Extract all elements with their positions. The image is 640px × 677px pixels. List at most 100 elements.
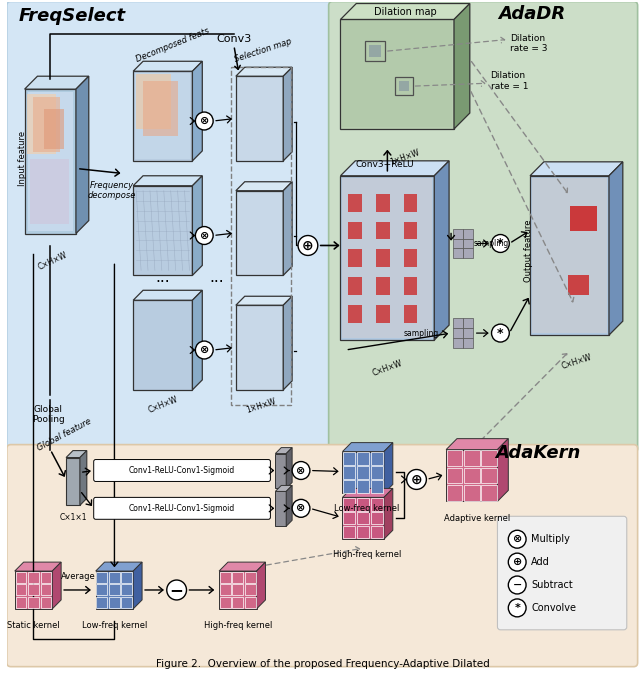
Polygon shape	[284, 67, 292, 161]
Bar	[343, 498, 355, 510]
Bar	[447, 468, 463, 483]
Bar	[220, 597, 231, 608]
Circle shape	[167, 580, 186, 600]
Polygon shape	[342, 498, 384, 539]
Bar	[342, 22, 452, 127]
Text: Output feature: Output feature	[524, 219, 532, 282]
Text: ⊗: ⊗	[513, 534, 522, 544]
Text: Low-freq kernel: Low-freq kernel	[335, 504, 400, 513]
Text: Convolve: Convolve	[531, 603, 576, 613]
Polygon shape	[66, 451, 87, 458]
Text: Selection map: Selection map	[234, 37, 293, 64]
Bar	[357, 526, 369, 538]
Polygon shape	[76, 77, 89, 234]
Text: −: −	[513, 580, 522, 590]
Bar	[404, 194, 417, 212]
Polygon shape	[133, 562, 142, 609]
Text: *: *	[515, 603, 520, 613]
Bar	[136, 74, 171, 129]
FancyBboxPatch shape	[7, 1, 385, 453]
Bar	[343, 466, 355, 479]
Circle shape	[195, 227, 213, 244]
Text: Global feature: Global feature	[36, 416, 93, 453]
Circle shape	[195, 112, 213, 130]
Polygon shape	[286, 485, 292, 526]
Bar	[343, 512, 355, 525]
Text: Average: Average	[61, 572, 95, 581]
Text: C×H×W: C×H×W	[36, 250, 68, 271]
Bar	[357, 498, 369, 510]
Text: *: *	[497, 326, 504, 340]
Bar	[109, 597, 120, 608]
Bar	[342, 178, 432, 338]
Circle shape	[406, 470, 426, 489]
Circle shape	[492, 324, 509, 342]
Text: Low-freq kernel: Low-freq kernel	[82, 621, 147, 630]
Polygon shape	[284, 297, 292, 390]
Bar	[481, 450, 497, 466]
Bar	[122, 572, 132, 583]
Polygon shape	[275, 485, 292, 492]
Bar	[245, 597, 256, 608]
Text: FreqSelect: FreqSelect	[19, 7, 126, 26]
Bar	[453, 238, 463, 248]
Circle shape	[492, 234, 509, 253]
Text: C×H×W: C×H×W	[560, 353, 593, 371]
Bar	[371, 452, 383, 464]
Text: C×H×W: C×H×W	[371, 359, 404, 378]
Circle shape	[508, 599, 526, 617]
Bar	[343, 452, 355, 464]
FancyBboxPatch shape	[329, 1, 637, 453]
Polygon shape	[219, 562, 266, 571]
Polygon shape	[66, 458, 80, 505]
Polygon shape	[236, 77, 284, 161]
Bar	[220, 584, 231, 596]
Text: AdaKern: AdaKern	[495, 443, 581, 462]
Bar	[453, 328, 463, 338]
Text: ⊕: ⊕	[411, 473, 422, 487]
Polygon shape	[384, 488, 393, 539]
FancyBboxPatch shape	[93, 498, 271, 519]
Bar	[343, 526, 355, 538]
Polygon shape	[236, 181, 292, 191]
Polygon shape	[15, 571, 52, 609]
Bar	[15, 584, 26, 596]
Polygon shape	[342, 488, 393, 498]
Bar	[348, 305, 362, 323]
Bar	[343, 480, 355, 493]
Text: 1×H×W: 1×H×W	[389, 148, 421, 167]
Bar	[28, 92, 73, 231]
Bar	[348, 194, 362, 212]
Bar	[27, 94, 56, 154]
Bar	[463, 328, 473, 338]
Text: ...: ...	[156, 270, 170, 285]
Bar	[532, 178, 607, 333]
Bar	[135, 73, 191, 159]
Polygon shape	[133, 71, 193, 161]
Bar	[97, 584, 108, 596]
Polygon shape	[133, 62, 202, 71]
Text: ⊕: ⊕	[513, 557, 522, 567]
Text: Conv1-ReLU-Conv1-Sigmoid: Conv1-ReLU-Conv1-Sigmoid	[129, 466, 235, 475]
Bar	[376, 305, 390, 323]
Bar	[481, 468, 497, 483]
Text: Adaptive kernel: Adaptive kernel	[444, 515, 510, 523]
Polygon shape	[340, 161, 449, 176]
Polygon shape	[96, 571, 133, 609]
Bar	[463, 248, 473, 259]
Bar	[404, 278, 417, 295]
Text: −: −	[170, 581, 184, 599]
Text: C×1×1: C×1×1	[60, 513, 87, 523]
Polygon shape	[219, 571, 257, 609]
Polygon shape	[609, 162, 623, 335]
Polygon shape	[133, 290, 202, 300]
Text: Add: Add	[531, 557, 550, 567]
Text: ⊗: ⊗	[200, 116, 209, 126]
Circle shape	[508, 576, 526, 594]
Polygon shape	[284, 181, 292, 276]
Polygon shape	[193, 62, 202, 161]
Polygon shape	[133, 185, 193, 276]
Bar	[365, 41, 385, 62]
Polygon shape	[133, 176, 202, 185]
Text: sampling: sampling	[474, 239, 509, 248]
